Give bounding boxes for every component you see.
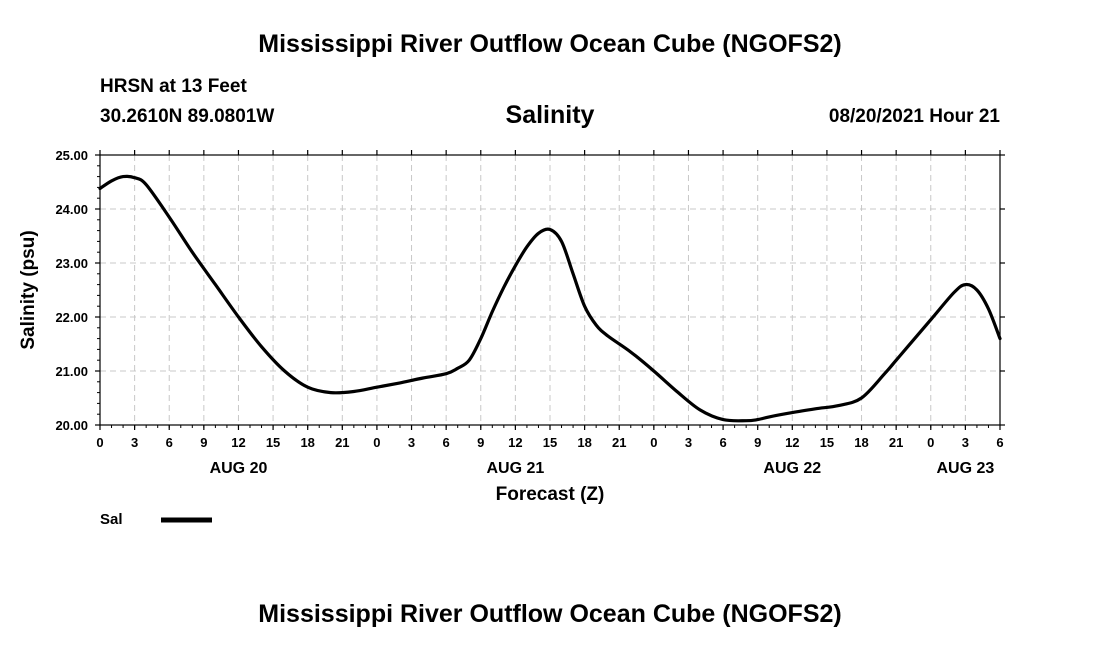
grid-lines — [100, 155, 1000, 425]
y-tick-labels: 20.00 21.00 22.00 23.00 24.00 25.00 — [55, 148, 88, 433]
y-axis-label: Salinity (psu) — [18, 230, 39, 349]
x-tick-label: 0 — [96, 435, 103, 450]
x-tick-label: 12 — [785, 435, 799, 450]
x-tick-label: 0 — [927, 435, 934, 450]
x-tick-label: 12 — [508, 435, 522, 450]
series-line-sal — [98, 174, 1002, 423]
x-tick-label: 12 — [231, 435, 245, 450]
x-tick-label: 3 — [962, 435, 969, 450]
x-tick-label: 6 — [719, 435, 726, 450]
x-tick-label: 21 — [612, 435, 626, 450]
station-label: HRSN at 13 Feet — [100, 76, 247, 97]
y-tick-label: 25.00 — [55, 148, 88, 163]
x-tick-label: 3 — [131, 435, 138, 450]
x-tick-label: 21 — [335, 435, 349, 450]
chart-title: Salinity — [505, 101, 595, 129]
day-label: AUG 20 — [210, 460, 268, 477]
x-tick-label: 18 — [300, 435, 314, 450]
x-tick-label: 6 — [996, 435, 1003, 450]
x-tick-label: 18 — [854, 435, 868, 450]
x-tick-label: 9 — [477, 435, 484, 450]
day-label: AUG 23 — [936, 460, 994, 477]
x-tick-label: 9 — [200, 435, 207, 450]
y-tick-label: 21.00 — [55, 364, 88, 379]
x-tick-label: 21 — [889, 435, 903, 450]
x-tick-label: 15 — [820, 435, 834, 450]
day-labels: AUG 20 AUG 21 AUG 22 AUG 23 — [210, 460, 995, 477]
y-tick-label: 23.00 — [55, 256, 88, 271]
x-tick-label: 3 — [685, 435, 692, 450]
station-coordinates: 30.2610N 89.0801W — [100, 106, 275, 127]
x-tick-label: 0 — [373, 435, 380, 450]
forecast-datetime: 08/20/2021 Hour 21 — [828, 106, 1000, 127]
x-tick-label: 15 — [543, 435, 557, 450]
legend-label: Sal — [100, 511, 123, 528]
x-tick-label: 9 — [754, 435, 761, 450]
axis-ticks — [95, 150, 1005, 430]
x-tick-label: 18 — [577, 435, 591, 450]
x-tick-label: 6 — [166, 435, 173, 450]
x-axis-label: Forecast (Z) — [496, 484, 605, 505]
y-tick-label: 22.00 — [55, 310, 88, 325]
x-tick-label: 6 — [443, 435, 450, 450]
x-tick-label: 0 — [650, 435, 657, 450]
y-tick-label: 20.00 — [55, 418, 88, 433]
chart-main-title: Mississippi River Outflow Ocean Cube (NG… — [258, 30, 842, 58]
x-tick-label: 15 — [266, 435, 280, 450]
x-tick-label: 3 — [408, 435, 415, 450]
footer-title: Mississippi River Outflow Ocean Cube (NG… — [258, 600, 842, 628]
day-label: AUG 22 — [763, 460, 821, 477]
y-tick-label: 24.00 — [55, 202, 88, 217]
day-label: AUG 21 — [486, 460, 544, 477]
x-tick-labels: 0 3 6 9 12 15 18 21 0 3 6 9 12 15 18 21 0 3 6 9 12 15 18 21 0 3 6 — [96, 435, 1003, 450]
